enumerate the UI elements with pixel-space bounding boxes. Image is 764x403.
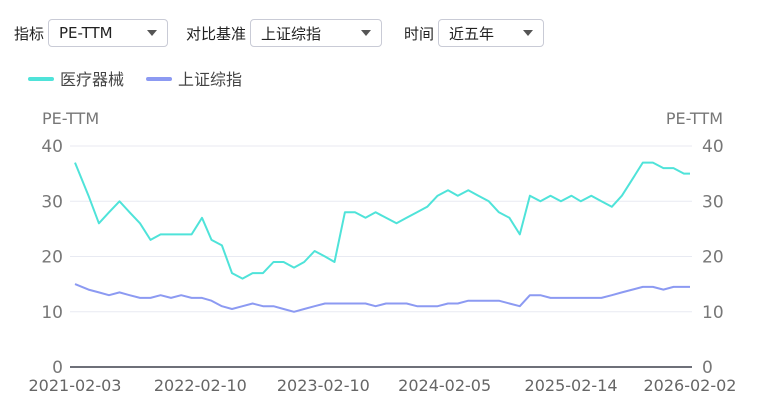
select-value: PE-TTM <box>59 24 113 42</box>
x-tick-label: 2026-02-02 <box>644 376 737 395</box>
y-tick-label: 0 <box>52 358 63 378</box>
y2-axis-title: PE-TTM <box>666 109 723 128</box>
control-label: 对比基准 <box>186 24 247 43</box>
y-tick-label: 20 <box>41 248 63 268</box>
y2-tick-label: 0 <box>702 358 713 378</box>
x-tick-label: 2021-02-03 <box>29 376 122 395</box>
select-value: 上证综指 <box>261 24 322 43</box>
y2-tick-label: 20 <box>702 248 724 268</box>
legend-label: 医疗器械 <box>60 70 124 89</box>
select[interactable]: 近五年 <box>438 19 545 47</box>
x-tick-label: 2023-02-10 <box>277 376 370 395</box>
control: 指标 PE-TTM <box>14 18 169 48</box>
series-line <box>74 161 690 280</box>
select-value: 近五年 <box>449 24 495 43</box>
legend-label: 上证综指 <box>178 70 242 89</box>
arrow <box>147 30 158 36</box>
control-label: 时间 <box>404 24 435 43</box>
control: 对比基准 上证综指 <box>186 18 383 48</box>
select[interactable]: PE-TTM <box>48 19 169 47</box>
select[interactable]: 上证综指 <box>250 19 383 47</box>
x-tick-label: 2022-02-10 <box>154 376 247 395</box>
y2-tick-label: 40 <box>702 137 724 157</box>
y-tick-label: 10 <box>41 303 63 323</box>
y2-tick-label: 10 <box>702 303 724 323</box>
y-tick-label: 30 <box>41 192 63 212</box>
y-tick-label: 40 <box>41 137 63 157</box>
arrow <box>361 30 372 36</box>
control-label: 指标 <box>14 24 45 43</box>
series-line <box>74 283 690 313</box>
y-axis-title: PE-TTM <box>42 109 99 128</box>
y2-tick-label: 30 <box>702 192 724 212</box>
x-tick-label: 2025-02-14 <box>525 376 618 395</box>
x-tick-label: 2024-02-05 <box>398 376 491 395</box>
arrow <box>523 30 534 36</box>
control: 时间 近五年 <box>404 18 545 48</box>
